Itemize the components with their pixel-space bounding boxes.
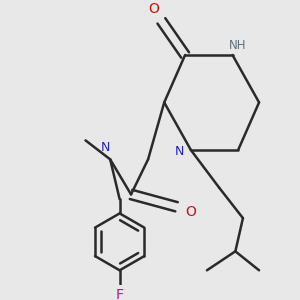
- Text: O: O: [185, 205, 196, 218]
- Text: F: F: [116, 288, 124, 300]
- Text: N: N: [175, 145, 184, 158]
- Text: NH: NH: [229, 39, 246, 52]
- Text: N: N: [101, 142, 110, 154]
- Text: O: O: [148, 2, 159, 16]
